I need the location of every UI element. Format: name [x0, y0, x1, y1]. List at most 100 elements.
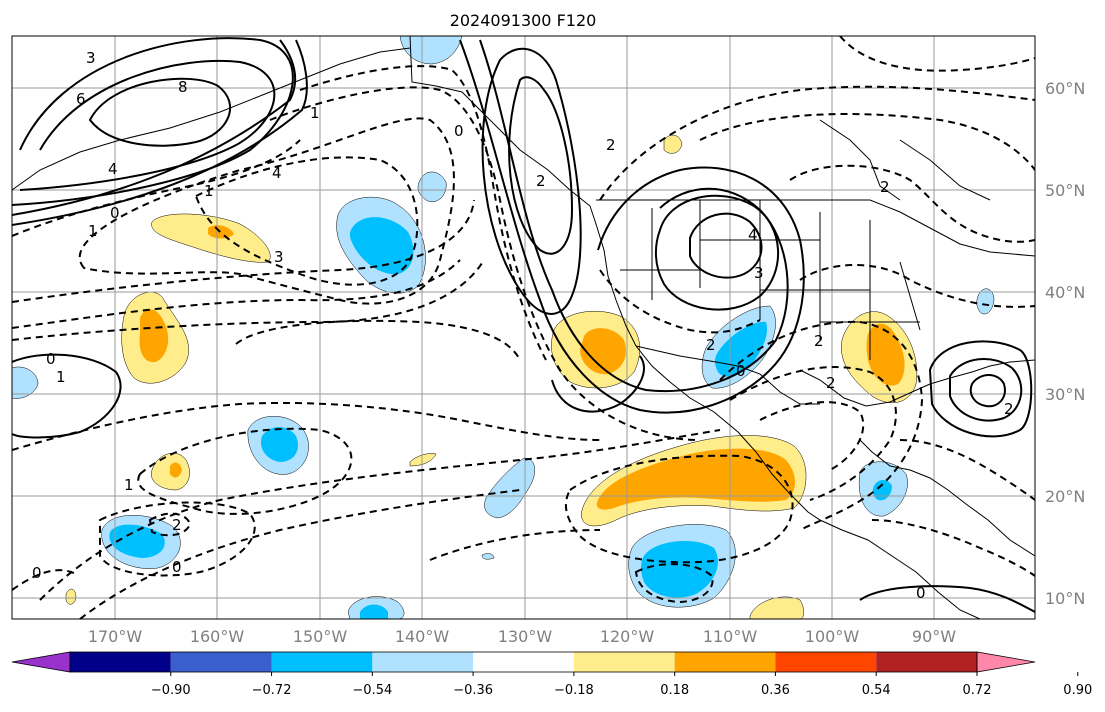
- contour-positive: [969, 374, 1006, 408]
- contour-negative: [429, 529, 601, 561]
- colorbar-tick-label: 0.90: [1063, 683, 1092, 698]
- contour-negative: [899, 439, 1035, 501]
- contour-label: 4: [108, 160, 118, 178]
- contour-negative: [599, 85, 1035, 201]
- us-canada-border: [596, 199, 1035, 257]
- contour-positive: [459, 39, 805, 414]
- contour-negative: [79, 489, 521, 619]
- contour-negative: [12, 139, 301, 237]
- contour-positive: [12, 37, 294, 206]
- colorbar-segment: [775, 652, 877, 672]
- orange-core-tropical-band: [596, 448, 795, 510]
- blue-core-hawaii-north: [260, 427, 299, 462]
- contour-label: 2: [706, 336, 716, 354]
- contour-label: 1: [56, 368, 66, 386]
- orange-core-gulf: [866, 323, 905, 386]
- contour-label: 2: [814, 332, 824, 350]
- contour-label: 2: [536, 172, 546, 190]
- blue-core-east-pacific: [641, 541, 718, 598]
- colorbar-frame: [69, 651, 978, 673]
- longitude-label: 130°W: [498, 627, 553, 646]
- latitude-label: 10°N: [1045, 589, 1085, 608]
- contour-positive: [88, 77, 231, 147]
- latitude-label: 60°N: [1045, 79, 1085, 98]
- colorbar-tick-label: −0.90: [151, 683, 191, 698]
- blue-core-bottom: [360, 604, 388, 619]
- contour-positive: [481, 47, 582, 315]
- map-frame: [11, 35, 1036, 620]
- contour-label-group: 3 6 8 4 1 0 1 0 1 3 4 0 2 4 3 2 2 0 1 2 …: [32, 49, 1014, 602]
- blue-anomaly-small-pacific: [481, 553, 495, 560]
- contour-positive: [859, 585, 1035, 613]
- latitude-label: 30°N: [1045, 385, 1085, 404]
- colorbar-segment: [674, 652, 776, 672]
- colorbar-tick-label: 0.72: [963, 683, 992, 698]
- orange-core-hawaii-small: [170, 462, 182, 478]
- blue-anomaly-west-edge: [12, 366, 39, 399]
- blue-core-south-west: [109, 524, 165, 558]
- colorbar-tick-label: 0.18: [660, 683, 689, 698]
- contour-negative: [137, 427, 353, 515]
- colorbar-tick-label: −0.54: [352, 683, 392, 698]
- us-mexico-border: [635, 345, 820, 405]
- contour-label: 1: [88, 222, 98, 240]
- longitude-label: 150°W: [293, 627, 348, 646]
- contour-negative: [269, 86, 701, 441]
- colorbar-extend-high: [976, 651, 1036, 673]
- blue-anomaly-small-north: [417, 171, 447, 202]
- contour-label: 3: [754, 264, 764, 282]
- longitude-label: 140°W: [395, 627, 450, 646]
- contour-positive: [928, 340, 1033, 438]
- blue-anomaly-mid-pacific: [484, 457, 536, 519]
- contour-label: 4: [272, 164, 282, 182]
- contour-negative: [78, 117, 455, 305]
- contour-negative: [799, 264, 1035, 308]
- contour-negative: [699, 113, 1035, 171]
- longitude-label: 100°W: [805, 627, 860, 646]
- contour-label: 2: [172, 516, 182, 534]
- contour-negative: [759, 401, 865, 471]
- contour-label: 4: [748, 226, 758, 244]
- contour-label: 2: [1004, 400, 1014, 418]
- contour-label: 0: [32, 564, 42, 582]
- colorbar-segment: [170, 652, 272, 672]
- contour-negative: [12, 401, 601, 451]
- blue-anomaly-top-center: [399, 36, 463, 65]
- contour-positive: [19, 59, 276, 191]
- contour-negative: [871, 519, 1035, 577]
- contour-negative: [634, 563, 714, 604]
- longitude-label: 110°W: [703, 627, 758, 646]
- orange-core-baja: [580, 328, 627, 375]
- longitude-labels: 170°W 160°W 150°W 140°W 130°W 120°W 110°W 100°W…: [88, 627, 956, 646]
- contour-label: 2: [606, 136, 616, 154]
- contour-negative: [299, 65, 547, 361]
- contour-negative: [12, 569, 77, 591]
- contour-negative: [729, 366, 897, 501]
- colorbar-tick-label: −0.36: [453, 683, 493, 698]
- contour-label: 0: [110, 204, 120, 222]
- longitude-label: 170°W: [88, 627, 143, 646]
- contour-label: 0: [172, 558, 182, 576]
- longitude-label: 160°W: [190, 627, 245, 646]
- blue-core-gulf-of-alaska: [349, 217, 414, 275]
- contour-negative: [12, 259, 485, 341]
- contour-label: 3: [86, 49, 96, 67]
- contour-label: 6: [76, 90, 86, 108]
- yucatan-coastline: [859, 439, 1035, 557]
- contour-label: 0: [736, 362, 746, 380]
- contour-lines: [12, 36, 1035, 619]
- longitude-label: 120°W: [600, 627, 655, 646]
- contour-label: 3: [274, 248, 284, 266]
- latitude-label: 20°N: [1045, 487, 1085, 506]
- blue-core-gulf: [872, 480, 892, 501]
- hudson-bay-shore: [819, 119, 991, 201]
- contour-label: 1: [204, 182, 214, 200]
- latitude-label: 40°N: [1045, 283, 1085, 302]
- contour-negative: [564, 454, 794, 564]
- blue-core-mexico: [715, 321, 768, 377]
- contour-label: 8: [178, 78, 188, 96]
- contour-label: 0: [916, 584, 926, 602]
- contour-positive: [654, 194, 780, 311]
- contour-negative: [839, 36, 1035, 72]
